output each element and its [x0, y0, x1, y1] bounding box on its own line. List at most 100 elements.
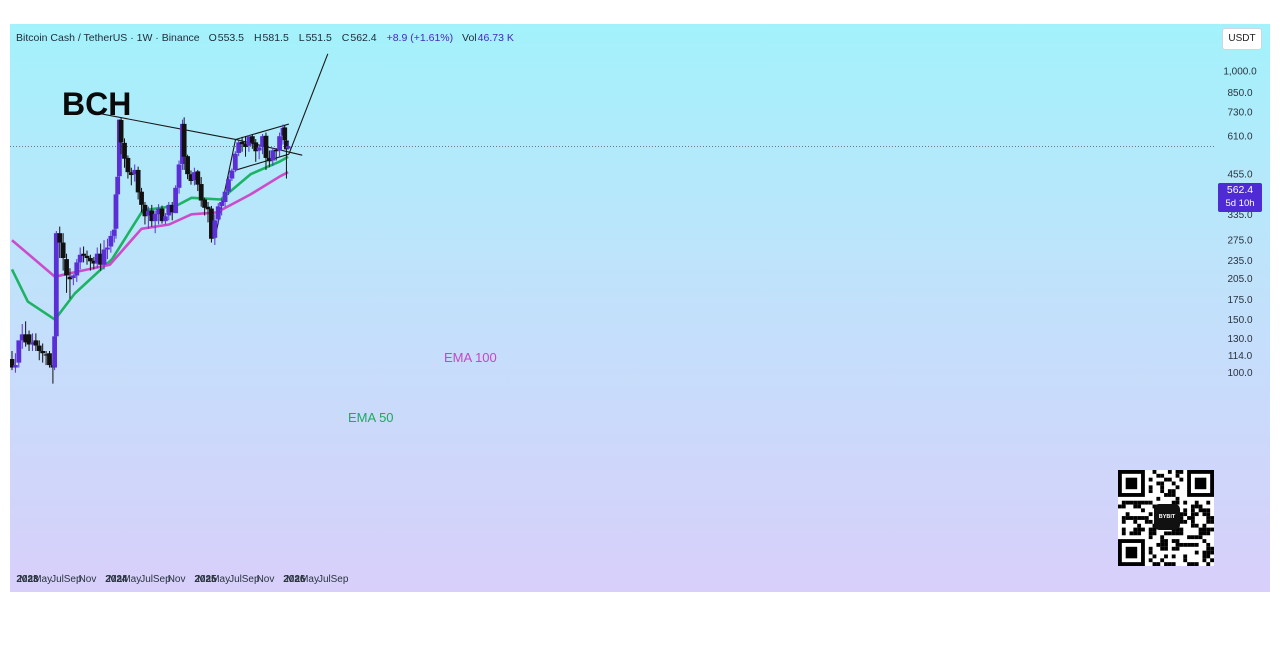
- trendline-3: [235, 153, 290, 171]
- qr-module: [1141, 527, 1145, 532]
- qr-module: [1171, 493, 1176, 497]
- candle: [33, 333, 39, 352]
- qr-module: [1183, 558, 1188, 563]
- candle-body: [74, 262, 80, 276]
- candle-body: [113, 194, 119, 229]
- x-tick-label: Sep: [242, 574, 260, 585]
- qr-module: [1171, 546, 1176, 551]
- x-tick-label: Mar: [197, 574, 215, 585]
- qr-module: [1206, 527, 1211, 532]
- currency-selector[interactable]: USDT: [1222, 28, 1262, 50]
- open-label: O: [208, 32, 217, 44]
- y-tick-label: 175.0: [1227, 295, 1252, 306]
- qr-module: [1152, 562, 1157, 566]
- candle-body: [125, 157, 131, 173]
- qr-module: [1206, 500, 1211, 505]
- candle-body: [202, 199, 208, 208]
- x-tick-label: Jul: [51, 574, 64, 585]
- qr-module: [1125, 512, 1130, 517]
- candle-body: [118, 119, 124, 143]
- candle-body: [132, 169, 138, 175]
- chart-area[interactable]: 1,000.0850.0730.0610.0455.0395.0335.0275…: [10, 24, 1270, 592]
- candle: [222, 191, 228, 207]
- candle-body: [260, 136, 265, 147]
- candle: [195, 169, 201, 192]
- qr-module: [1148, 489, 1153, 494]
- chart-canvas[interactable]: 1,000.0850.0730.0610.0455.0395.0335.0275…: [10, 24, 1270, 592]
- current-price-tag: 562.4 5d 10h: [1218, 183, 1262, 212]
- ema-100-label: EMA 100: [444, 350, 497, 365]
- qr-module: [1148, 558, 1153, 563]
- qr-module: [1198, 531, 1203, 536]
- qr-module: [1171, 531, 1176, 536]
- candle: [166, 201, 172, 221]
- low-value: 551.5: [305, 32, 332, 44]
- qr-module: [1206, 519, 1211, 524]
- qr-module: [1202, 558, 1207, 563]
- x-tick-label: Nov: [168, 574, 186, 585]
- qr-module: [1156, 562, 1161, 566]
- qr-module: [1144, 500, 1149, 505]
- qr-module: [1175, 500, 1180, 505]
- candle-body: [33, 340, 39, 346]
- symbol-header: Bitcoin Cash / TetherUS · 1W · Binance O…: [16, 32, 521, 44]
- candle-countdown: 5d 10h: [1225, 198, 1255, 209]
- qr-module: [1194, 500, 1199, 505]
- qr-module: [1148, 500, 1153, 505]
- candle-body: [198, 184, 204, 201]
- qr-module: [1164, 477, 1168, 482]
- qr-module: [1148, 527, 1153, 532]
- qr-module: [1183, 542, 1188, 547]
- candle-body: [236, 142, 242, 153]
- qr-module: [1167, 470, 1172, 474]
- chart-title: BCH: [62, 86, 132, 122]
- candle-body: [253, 142, 259, 152]
- qr-module: [1160, 542, 1165, 547]
- qr-module: [1167, 562, 1172, 566]
- candle: [226, 176, 231, 196]
- candle-body: [67, 276, 73, 280]
- qr-module: [1175, 527, 1180, 532]
- candle: [118, 117, 124, 155]
- qr-module: [1183, 554, 1188, 559]
- qr-module: [1210, 516, 1214, 520]
- candle-body: [43, 354, 49, 356]
- candle-body: [209, 208, 214, 239]
- candle: [98, 243, 104, 271]
- qr-module: [1167, 477, 1172, 482]
- candle: [176, 160, 182, 194]
- candle-body: [149, 210, 155, 222]
- qr-module: [1175, 496, 1180, 501]
- candle-body: [219, 201, 225, 206]
- candle-body: [232, 153, 238, 170]
- candle-body: [256, 147, 262, 151]
- candle: [145, 206, 151, 229]
- qr-module: [1133, 500, 1138, 505]
- qr-finder-eye: [1125, 546, 1138, 559]
- y-tick-label: 114.0: [1228, 351, 1253, 362]
- candle-body: [77, 254, 83, 263]
- candle: [26, 330, 32, 352]
- qr-module: [1210, 527, 1214, 532]
- candle: [77, 247, 83, 270]
- candle-body: [246, 136, 252, 146]
- y-tick-label: 275.0: [1227, 236, 1252, 247]
- qr-module: [1206, 546, 1211, 551]
- qr-module: [1171, 481, 1176, 486]
- qr-module: [1148, 477, 1153, 482]
- candle: [236, 140, 242, 157]
- candle-body: [159, 208, 165, 222]
- candle-body: [128, 172, 134, 176]
- qr-module: [1148, 535, 1153, 540]
- candle: [185, 154, 190, 180]
- candle-body: [145, 210, 151, 216]
- qr-module: [1121, 516, 1126, 520]
- candle: [101, 240, 107, 270]
- qr-module: [1167, 493, 1172, 497]
- qr-module: [1179, 531, 1184, 536]
- x-tick-label: May: [300, 574, 319, 585]
- qr-module: [1202, 523, 1207, 528]
- candle-body: [81, 253, 86, 256]
- candle: [57, 226, 63, 258]
- candle-body: [181, 123, 187, 157]
